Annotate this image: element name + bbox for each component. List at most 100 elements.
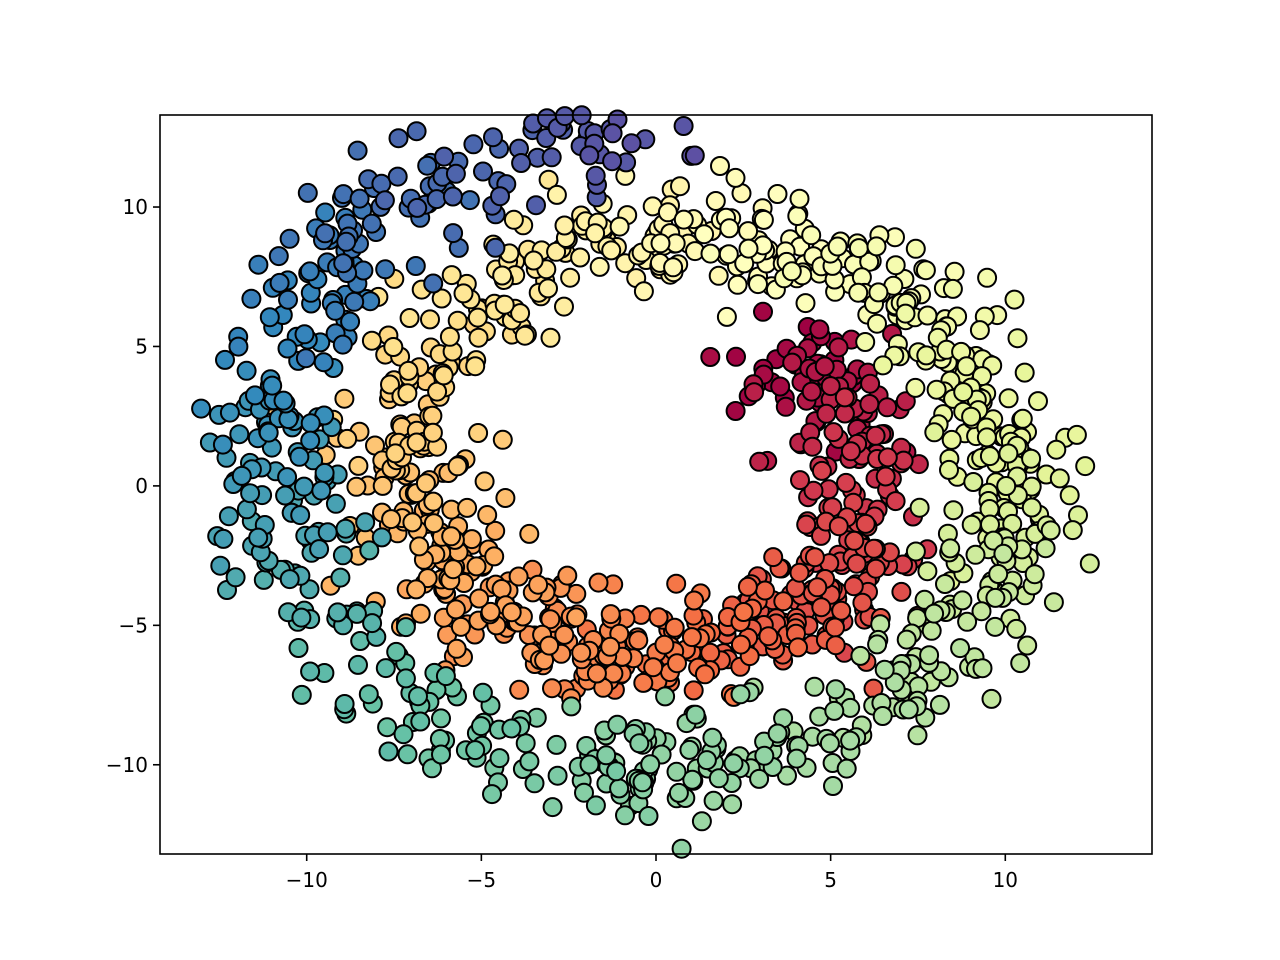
data-point [754,745,775,766]
data-point [943,500,964,521]
data-point [259,307,280,328]
data-point [825,617,845,638]
data-point [557,565,578,586]
data-point [1024,564,1045,585]
data-point [648,607,669,628]
data-point [998,443,1019,464]
data-point [212,434,233,455]
data-point [228,336,249,357]
data-point [291,607,312,628]
data-point [519,523,540,544]
data-point [443,559,464,580]
data-point [983,530,1004,551]
data-point [907,725,928,746]
data-point [315,223,336,244]
data-point [579,145,600,166]
data-point [484,546,505,567]
data-point [426,189,447,210]
data-point [477,505,498,525]
data-point [406,579,427,600]
data-point [682,769,703,790]
data-point [914,589,935,610]
data-point [671,838,692,859]
data-point [355,512,376,533]
data-point [570,247,591,268]
data-point [353,260,374,281]
scatter-points [191,105,1100,859]
data-point [629,733,650,754]
data-point [472,682,493,703]
data-point [802,436,823,457]
data-point [277,467,298,488]
data-point [422,405,443,426]
x-axis: −10 −5 0 5 10 [286,854,1018,892]
data-point [439,326,460,347]
data-point [524,773,545,794]
data-point [681,627,702,648]
data-point [753,301,773,322]
data-point [431,288,452,309]
data-point [561,696,582,717]
data-point [733,602,754,622]
data-point [801,225,822,246]
data-point [905,541,926,562]
data-point [422,758,442,779]
data-point [730,634,751,655]
data-point [236,360,257,381]
data-point [670,176,690,197]
data-point [981,688,1002,709]
x-tick-label: 10 [993,868,1018,892]
data-point [409,536,430,557]
data-point [749,451,770,472]
data-point [528,574,549,595]
data-point [334,388,355,409]
data-point [789,562,810,583]
data-point [840,730,861,751]
data-point [422,422,443,443]
data-point [917,561,938,582]
data-point [325,300,346,321]
data-point [420,309,440,330]
data-point [694,664,715,685]
data-point [786,748,807,769]
data-point [877,447,898,468]
data-point [1017,635,1038,656]
data-point [268,246,289,267]
data-point [1046,439,1067,460]
data-point [407,197,428,218]
data-point [773,591,794,612]
data-point [489,748,510,769]
data-point [1021,448,1042,469]
data-point [789,188,810,209]
data-point [1040,520,1061,541]
data-point [868,282,889,303]
data-point [820,376,841,397]
data-point [275,485,296,506]
data-point [395,668,416,689]
data-point [423,513,444,534]
data-point [585,795,606,816]
data-point [309,539,330,560]
data-point [346,603,367,624]
data-point [730,684,751,705]
data-point [602,123,623,144]
data-point [716,306,737,327]
data-point [447,456,468,477]
data-point [827,236,848,257]
data-point [996,476,1017,496]
data-point [885,255,906,276]
data-point [503,209,524,230]
data-point [993,543,1014,564]
data-point [495,488,516,508]
data-point [952,590,973,611]
data-point [313,352,334,373]
data-point [979,446,1000,467]
data-point [836,472,856,493]
data-point [684,590,705,611]
data-point [664,617,685,638]
data-point [465,740,486,761]
data-point [898,699,919,720]
data-point [350,631,371,651]
data-point [643,657,664,678]
data-point [1059,485,1080,506]
